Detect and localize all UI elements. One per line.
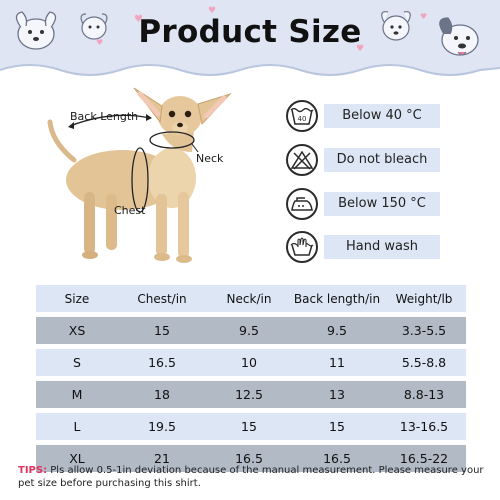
header-banner: ♥ ♥ ♥ ♥ ♥ Product Size: [0, 0, 500, 82]
table-row: XS 15 9.5 9.5 3.3-5.5: [36, 317, 466, 344]
cell-weight: 3.3-5.5: [382, 317, 466, 344]
heart-icon: ♥: [208, 6, 217, 16]
cell-neck: 12.5: [206, 381, 292, 408]
hand-wash-icon: [286, 231, 318, 263]
care-item-ironing: Below 150 °C: [286, 188, 476, 220]
cell-neck: 10: [206, 349, 292, 376]
cell-chest: 15: [118, 317, 206, 344]
header-neck: Neck/in: [206, 285, 292, 312]
cell-chest: 16.5: [118, 349, 206, 376]
chest-label: Chest: [114, 204, 146, 217]
cartoon-dog-mid-left-icon: [80, 13, 108, 40]
heart-icon: ♥: [134, 14, 143, 25]
cell-back-length: 9.5: [292, 317, 382, 344]
cell-chest: 21: [118, 445, 206, 472]
cartoon-dog-right-icon: [381, 11, 411, 41]
cell-back-length: 15: [292, 413, 382, 440]
tips-text: Pls allow 0.5-1in deviation because of t…: [18, 465, 484, 489]
tips-label: TIPS:: [18, 465, 48, 476]
tips-note: TIPS: Pls allow 0.5-1in deviation becaus…: [18, 464, 488, 490]
heart-icon: ♥: [356, 44, 365, 54]
cell-size: XS: [36, 317, 118, 344]
cell-chest: 18: [118, 381, 206, 408]
cell-neck: 15: [206, 413, 292, 440]
no-bleach-icon: [286, 144, 318, 176]
care-item-hand-wash: Hand wash: [286, 231, 476, 263]
cell-weight: 13-16.5: [382, 413, 466, 440]
table-row: M 18 12.5 13 8.8-13: [36, 381, 466, 408]
table-row: XL 21 16.5 16.5 16.5-22: [36, 445, 466, 472]
header-size: Size: [36, 285, 118, 312]
wave-decoration: [0, 64, 500, 82]
neck-label: Neck: [196, 152, 224, 165]
cell-size: XL: [36, 445, 118, 472]
cell-back-length: 13: [292, 381, 382, 408]
cartoon-dog-far-right-icon: [439, 17, 479, 56]
wash-temperature-icon-text: 40: [298, 115, 307, 123]
back-length-label: Back Length: [70, 110, 139, 123]
cell-size: M: [36, 381, 118, 408]
cell-size: L: [36, 413, 118, 440]
cell-size: S: [36, 349, 118, 376]
table-row: L 19.5 15 15 13-16.5: [36, 413, 466, 440]
cell-neck: 9.5: [206, 317, 292, 344]
cell-weight: 16.5-22: [382, 445, 466, 472]
cell-back-length: 16.5: [292, 445, 382, 472]
heart-icon: ♥: [420, 12, 428, 21]
chihuahua-illustration: [47, 87, 232, 263]
header-back-length: Back length/in: [292, 285, 382, 312]
header-chest: Chest/in: [118, 285, 206, 312]
care-text: Hand wash: [324, 235, 440, 259]
dog-measurement-figure: Back Length Neck Chest: [22, 82, 267, 272]
care-text: Below 150 °C: [324, 192, 440, 216]
cell-weight: 8.8-13: [382, 381, 466, 408]
cartoon-dog-left-icon: [15, 11, 57, 50]
size-chart-table: Size Chest/in Neck/in Back length/in Wei…: [36, 280, 466, 477]
table-header-row: Size Chest/in Neck/in Back length/in Wei…: [36, 285, 466, 312]
care-text: Below 40 °C: [324, 104, 440, 128]
iron-icon: [286, 188, 318, 220]
cell-neck: 16.5: [206, 445, 292, 472]
heart-icon: ♥: [96, 38, 104, 47]
care-item-wash-temperature: 40 Below 40 °C: [286, 100, 476, 132]
cell-weight: 5.5-8.8: [382, 349, 466, 376]
header-weight: Weight/lb: [382, 285, 466, 312]
care-item-bleach: Do not bleach: [286, 144, 476, 176]
cell-chest: 19.5: [118, 413, 206, 440]
care-text: Do not bleach: [324, 148, 440, 172]
table-row: S 16.5 10 11 5.5-8.8: [36, 349, 466, 376]
cell-back-length: 11: [292, 349, 382, 376]
page-title: Product Size: [138, 14, 362, 50]
wash-40-icon: 40: [286, 100, 318, 132]
